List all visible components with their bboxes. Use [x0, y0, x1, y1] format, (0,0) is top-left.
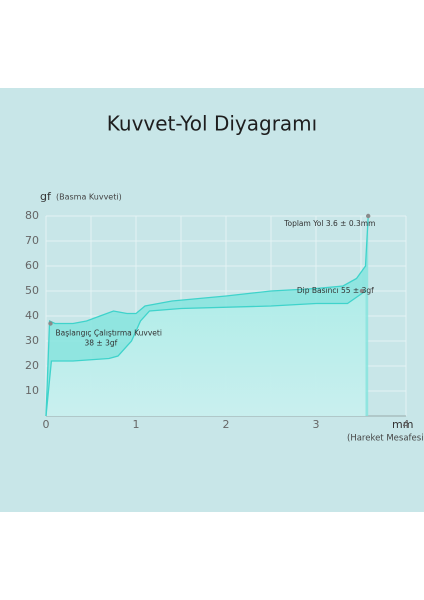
x-tick-label: 2	[223, 418, 230, 431]
x-tick-label: 4	[403, 418, 410, 431]
y-tick-label: 30	[25, 334, 39, 347]
y-tick-label: 80	[25, 209, 39, 222]
chart-title: Kuvvet-Yol Diyagramı	[107, 112, 317, 136]
annotation-label: Dip Basıncı 55 ± 3gf	[297, 286, 374, 295]
annotation-label: 38 ± 3gf	[85, 339, 118, 348]
y-axis-note: (Basma Kuvveti)	[56, 193, 122, 202]
x-tick-label: 0	[43, 418, 50, 431]
annotation-label: Başlangıç Çalıştırma Kuvveti	[56, 329, 162, 338]
line	[45, 215, 369, 417]
y-axis-label: gf	[40, 190, 52, 203]
x-tick-label: 3	[313, 418, 320, 431]
y-tick-label: 60	[25, 259, 39, 272]
annotation-point	[366, 213, 371, 219]
annotation-point	[48, 321, 53, 326]
annotation-point	[359, 288, 365, 294]
plot: 10 20 30 40 50 60 70 80 0 1 2 3 4 Toplam Yol 3.6 ± 0.…	[25, 209, 410, 431]
x-axis-label: mm	[392, 418, 413, 431]
y-tick-label: 50	[25, 284, 39, 297]
annotation-label: Toplam Yol 3.6 ± 0.3mm	[283, 219, 375, 228]
line	[45, 290, 366, 417]
y-tick-label: 70	[25, 234, 39, 247]
y-tick-label: 10	[25, 384, 39, 397]
area	[46, 291, 366, 416]
y-tick-label: 20	[25, 359, 39, 372]
y-tick-label: 40	[25, 309, 39, 322]
x-axis-note: (Hareket Mesafesi)	[347, 434, 424, 444]
x-tick-label: 1	[133, 418, 140, 431]
